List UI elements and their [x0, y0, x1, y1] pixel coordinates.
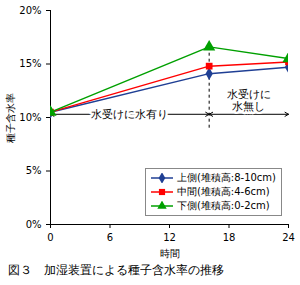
svg-text:5%: 5% [26, 165, 42, 176]
svg-text:0: 0 [47, 232, 53, 243]
svg-text:20%: 20% [19, 5, 41, 16]
svg-text:24: 24 [282, 232, 295, 243]
svg-text:水受けに水有り: 水受けに水有り [91, 108, 168, 121]
svg-text:6: 6 [107, 232, 113, 243]
svg-text:種子含水率: 種子含水率 [5, 93, 16, 143]
html-text:図３ 加湿装置による種子含水率の推移: 図３ 加湿装置による種子含水率の推移 [8, 263, 224, 277]
html-text:上側(堆積高:8-10cm): 上側(堆積高:8-10cm) [176, 172, 276, 183]
html-text:下側(堆積高:0-2cm): 下側(堆積高:0-2cm) [176, 200, 270, 211]
svg-text:0%: 0% [26, 219, 42, 230]
svg-text:18: 18 [223, 232, 236, 243]
svg-text:12: 12 [163, 232, 176, 243]
svg-text:15%: 15% [19, 58, 41, 69]
svg-text:10%: 10% [19, 112, 41, 123]
svg-text:時間: 時間 [160, 248, 180, 259]
svg-text:水受けに水無し: 水受けに水無し [227, 88, 271, 113]
html-text:中間(堆積高:4-6cm): 中間(堆積高:4-6cm) [176, 186, 270, 197]
